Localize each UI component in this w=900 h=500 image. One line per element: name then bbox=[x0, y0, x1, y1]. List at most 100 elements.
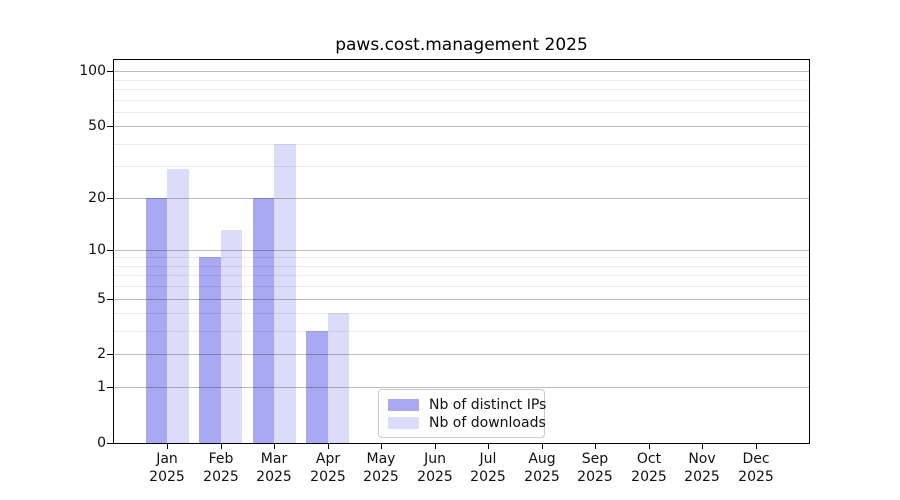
x-tick-mark bbox=[381, 444, 382, 449]
x-tick-month-label: Apr bbox=[315, 451, 341, 467]
x-tick-year-label: 2025 bbox=[363, 468, 399, 485]
x-tick-year-label: 2025 bbox=[203, 468, 239, 485]
x-tick-year-label: 2025 bbox=[684, 468, 720, 485]
legend-label-downloads: Nb of downloads bbox=[429, 415, 546, 431]
gridline-major bbox=[114, 71, 809, 72]
legend: Nb of distinct IPs Nb of downloads bbox=[378, 389, 546, 438]
x-tick-month-label: Aug bbox=[528, 451, 556, 467]
x-tick-month-label: Jun bbox=[424, 451, 446, 467]
y-tick-mark bbox=[107, 354, 113, 355]
x-tick-year-label: 2025 bbox=[524, 468, 560, 485]
y-tick-label: 20 bbox=[88, 190, 106, 206]
gridline-major bbox=[114, 250, 809, 251]
x-tick-label: Aug 2025 bbox=[510, 451, 574, 486]
x-tick-label: Apr 2025 bbox=[296, 451, 360, 486]
y-tick-mark bbox=[107, 299, 113, 300]
gridline-major bbox=[114, 126, 809, 127]
gridline-minor bbox=[114, 112, 809, 113]
bar-downloads-apr bbox=[327, 313, 350, 443]
x-tick-mark bbox=[274, 444, 275, 449]
x-tick-mark bbox=[328, 444, 329, 449]
y-tick-label: 0 bbox=[97, 435, 106, 451]
x-tick-year-label: 2025 bbox=[738, 468, 774, 485]
gridline-minor bbox=[114, 286, 809, 287]
bar-distinct-ips-mar bbox=[252, 197, 275, 443]
bar-downloads-feb bbox=[220, 230, 243, 443]
x-tick-label: Mar 2025 bbox=[242, 451, 306, 486]
gridline-minor bbox=[114, 257, 809, 258]
x-tick-label: Jun 2025 bbox=[403, 451, 467, 486]
gridline-minor bbox=[114, 275, 809, 276]
legend-swatch-distinct-ips-icon bbox=[388, 399, 419, 411]
legend-item-downloads: Nb of downloads bbox=[388, 415, 546, 431]
y-tick-label: 50 bbox=[88, 118, 106, 134]
y-tick-mark bbox=[107, 387, 113, 388]
y-tick-mark bbox=[107, 71, 113, 72]
gridline-minor bbox=[114, 331, 809, 332]
x-tick-month-label: Nov bbox=[688, 451, 716, 467]
x-tick-label: Sep 2025 bbox=[563, 451, 627, 486]
y-tick-mark bbox=[107, 198, 113, 199]
bar-downloads-mar bbox=[274, 143, 296, 443]
x-tick-month-label: Oct bbox=[636, 451, 662, 467]
x-tick-mark bbox=[595, 444, 596, 449]
gridline-minor bbox=[114, 89, 809, 90]
y-tick-label: 10 bbox=[88, 242, 106, 258]
bar-distinct-ips-feb bbox=[199, 257, 221, 443]
x-tick-mark bbox=[167, 444, 168, 449]
y-tick-label: 2 bbox=[97, 346, 106, 362]
x-tick-mark bbox=[488, 444, 489, 449]
gridline-major bbox=[114, 387, 809, 388]
chart-title: paws.cost.management 2025 bbox=[335, 35, 588, 55]
x-tick-mark bbox=[756, 444, 757, 449]
x-tick-label: Dec 2025 bbox=[724, 451, 788, 486]
x-tick-month-label: May bbox=[366, 451, 396, 467]
x-tick-mark bbox=[435, 444, 436, 449]
x-tick-mark bbox=[221, 444, 222, 449]
gridline-minor bbox=[114, 166, 809, 167]
x-tick-label: Oct 2025 bbox=[617, 451, 681, 486]
x-tick-mark bbox=[649, 444, 650, 449]
x-tick-label: Nov 2025 bbox=[670, 451, 734, 486]
x-tick-month-label: Dec bbox=[742, 451, 770, 467]
x-tick-year-label: 2025 bbox=[310, 468, 346, 485]
x-tick-year-label: 2025 bbox=[256, 468, 292, 485]
gridline-major bbox=[114, 354, 809, 355]
x-tick-year-label: 2025 bbox=[631, 468, 667, 485]
bar-downloads-jan bbox=[167, 168, 189, 443]
gridline-major bbox=[114, 198, 809, 199]
x-tick-label: Jul 2025 bbox=[456, 451, 520, 486]
y-tick-label: 100 bbox=[79, 63, 106, 79]
bar-distinct-ips-jan bbox=[145, 197, 168, 443]
gridline-minor bbox=[114, 266, 809, 267]
x-tick-label: Feb 2025 bbox=[189, 451, 253, 486]
y-tick-mark bbox=[107, 443, 113, 444]
x-tick-year-label: 2025 bbox=[149, 468, 185, 485]
legend-label-distinct-ips: Nb of distinct IPs bbox=[429, 397, 547, 413]
x-tick-year-label: 2025 bbox=[577, 468, 613, 485]
bar-distinct-ips-apr bbox=[306, 331, 328, 443]
gridline-minor bbox=[114, 144, 809, 145]
x-tick-mark bbox=[542, 444, 543, 449]
grid-layer bbox=[114, 60, 809, 443]
x-tick-year-label: 2025 bbox=[470, 468, 506, 485]
y-tick-mark bbox=[107, 126, 113, 127]
gridline-minor bbox=[114, 80, 809, 81]
x-tick-month-label: Jul bbox=[479, 451, 497, 467]
x-tick-month-label: Sep bbox=[581, 451, 609, 467]
gridline-minor bbox=[114, 100, 809, 101]
legend-item-distinct-ips: Nb of distinct IPs bbox=[388, 397, 546, 413]
bars-layer bbox=[114, 60, 809, 443]
x-tick-month-label: Mar bbox=[260, 451, 288, 467]
gridline-major bbox=[114, 299, 809, 300]
x-tick-mark bbox=[702, 444, 703, 449]
x-tick-label: May 2025 bbox=[349, 451, 413, 486]
y-tick-label: 5 bbox=[97, 291, 106, 307]
plot-area bbox=[113, 59, 810, 444]
x-tick-year-label: 2025 bbox=[417, 468, 453, 485]
x-tick-month-label: Jan bbox=[156, 451, 178, 467]
y-tick-label: 1 bbox=[97, 379, 106, 395]
gridline-minor bbox=[114, 313, 809, 314]
y-tick-mark bbox=[107, 250, 113, 251]
